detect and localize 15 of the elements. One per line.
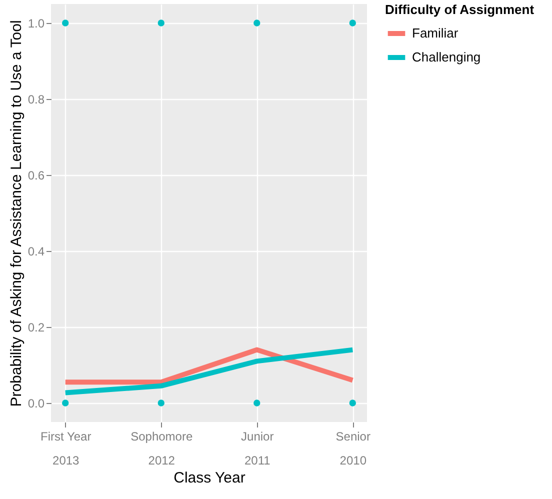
- legend-title: Difficulty of Assignment: [385, 2, 535, 17]
- x-tick-label: Junior 2011: [241, 430, 274, 468]
- y-tick-label: 0.0: [28, 396, 45, 410]
- legend-label: Challenging: [412, 50, 481, 64]
- x-tick-label: Senior 2010: [336, 430, 370, 468]
- y-tick-label: 0.4: [28, 244, 45, 258]
- y-tick-label: 0.8: [28, 92, 45, 106]
- y-axis-title: Probability of Asking for Assistance Learning to Use a Tool: [8, 20, 25, 407]
- y-tick-label: 0.2: [28, 320, 45, 334]
- y-tick-label: 0.6: [28, 168, 45, 182]
- x-tick-label: First Year 2013: [40, 430, 92, 468]
- legend-label: Familiar: [412, 26, 459, 40]
- y-tick-label: 1.0: [28, 16, 45, 30]
- x-tick-label: Sophomore 2012: [130, 430, 193, 468]
- x-axis-title: Class Year: [174, 470, 246, 486]
